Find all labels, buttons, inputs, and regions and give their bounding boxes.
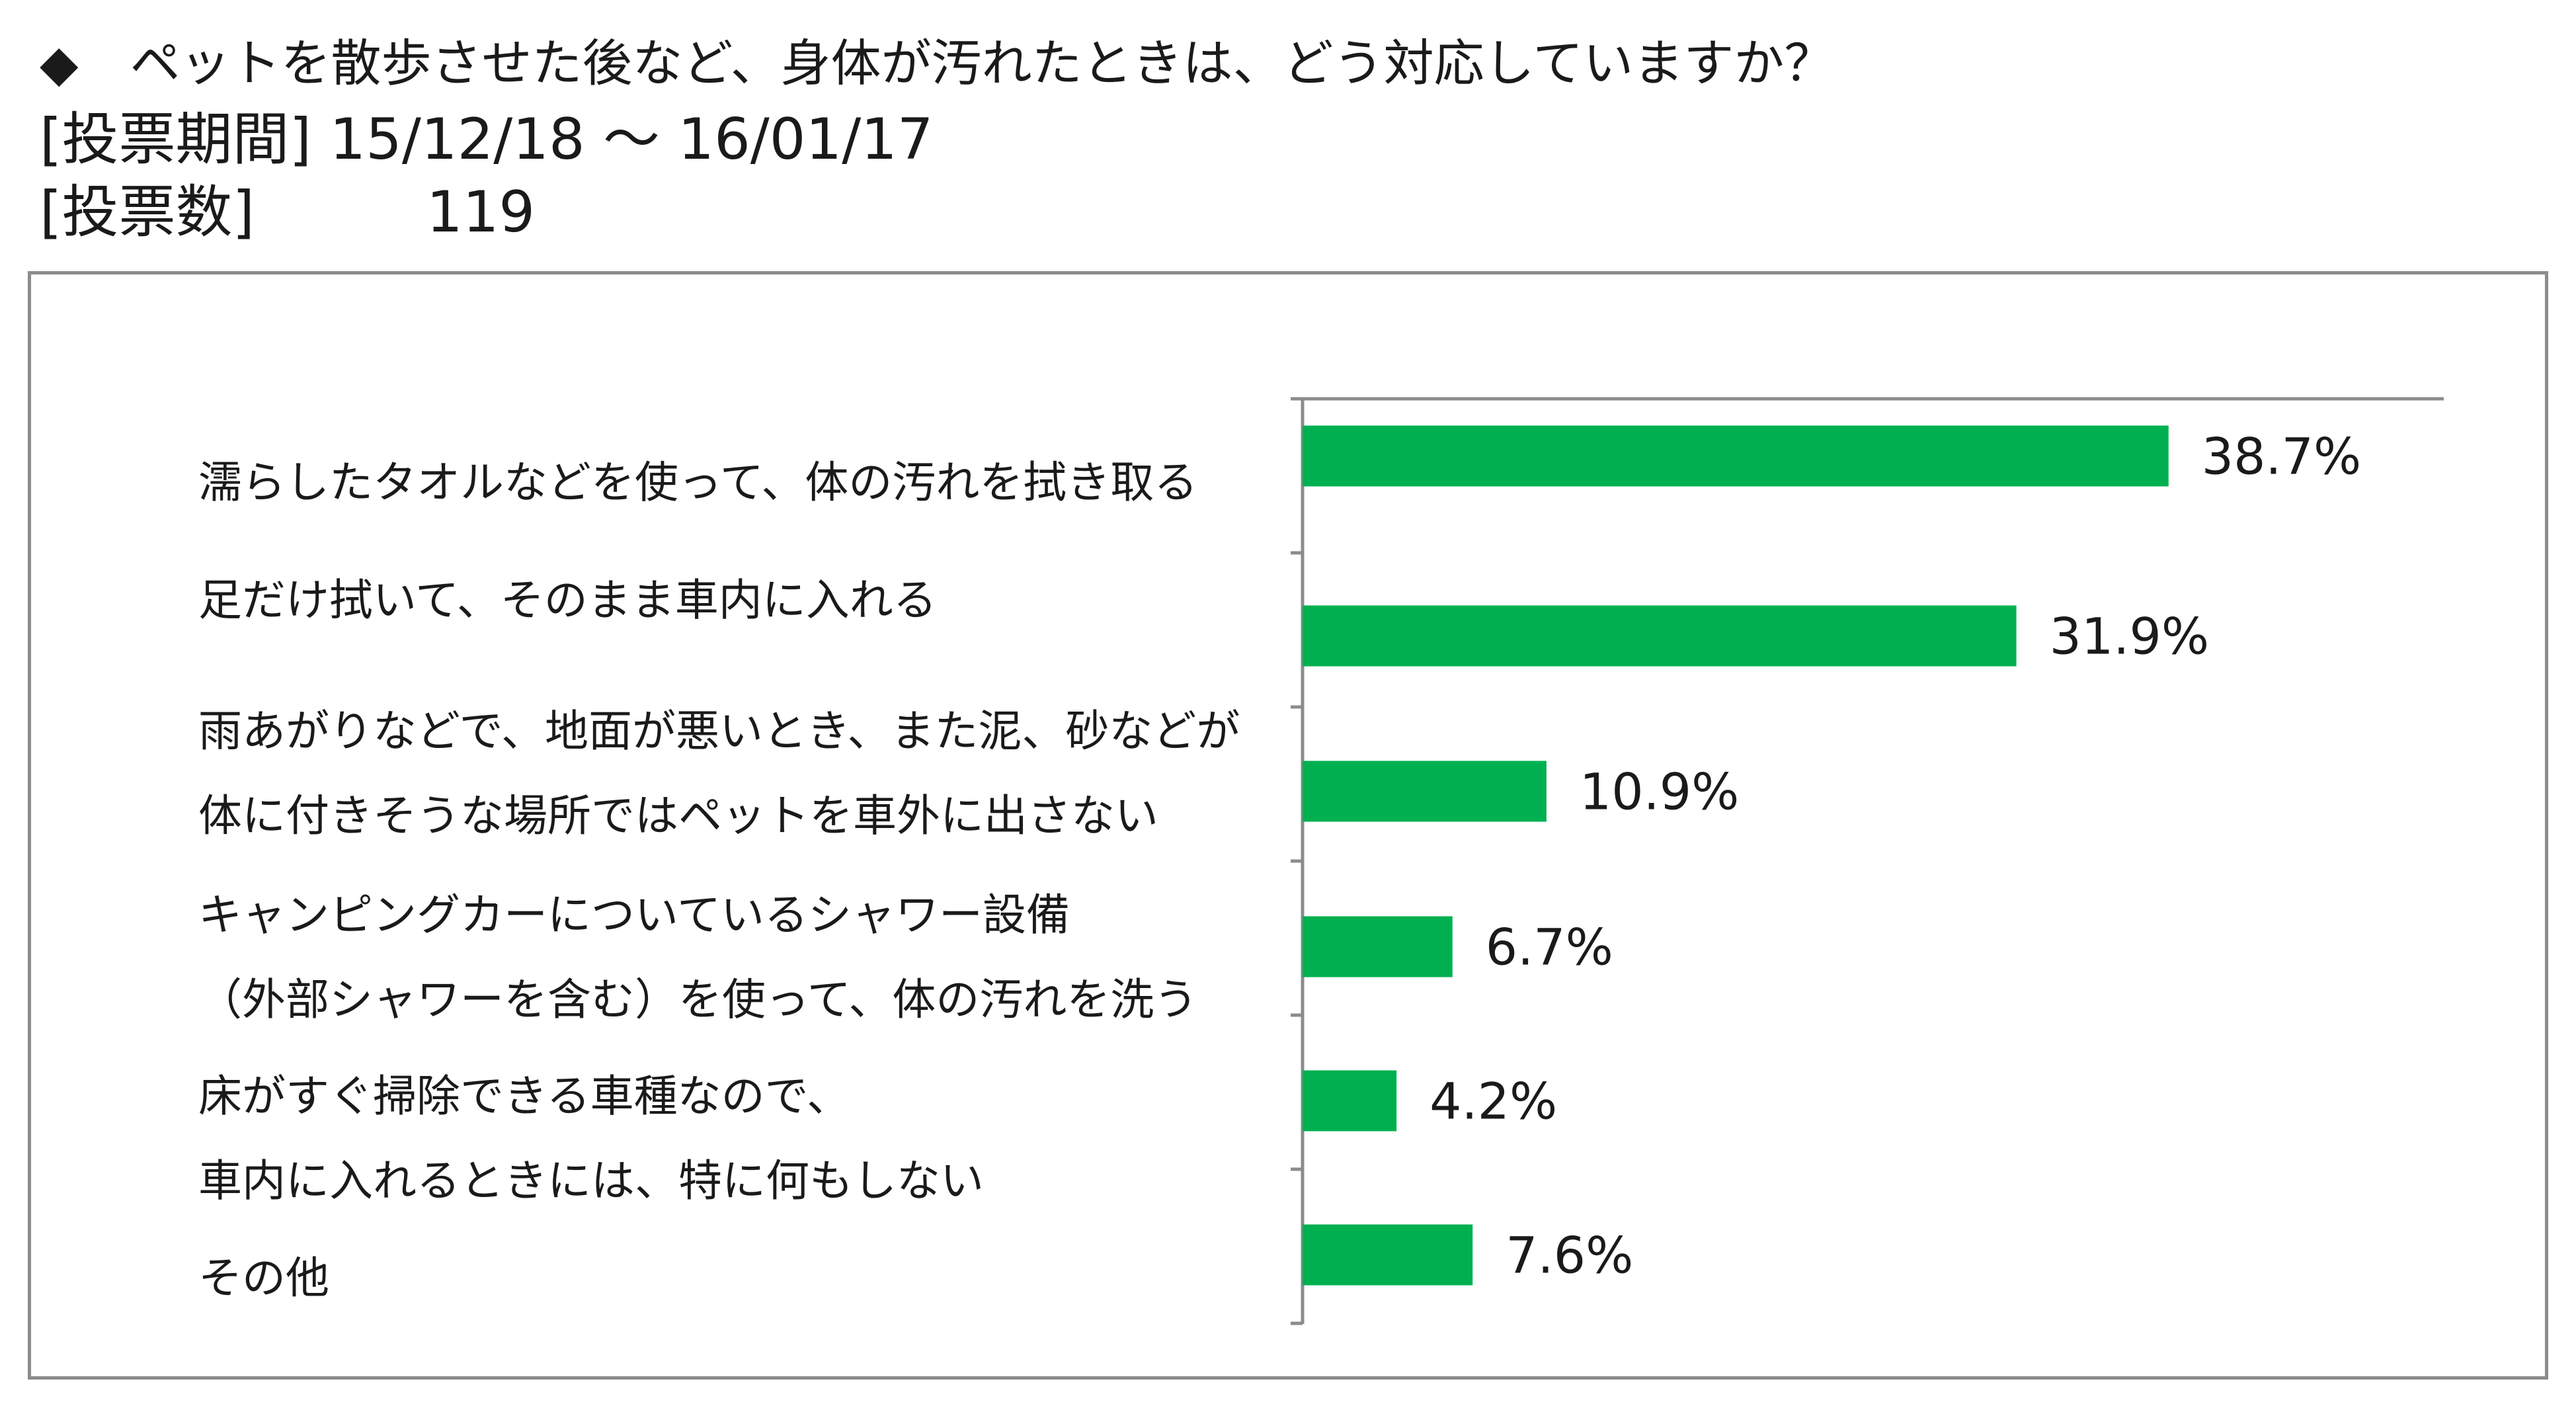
vote-count: [投票数] 119	[40, 184, 535, 241]
category-label: 濡らしたタオルなどを使って、体の汚れを拭き取る	[198, 440, 1197, 525]
question-title: ◆ ペットを散歩させた後など、身体が汚れたときは、どう対応していますか？	[40, 38, 1834, 89]
category-label-line: 足だけ拭いて、そのまま車内に入れる	[198, 575, 937, 626]
category-label-line: 雨あがりなどで、地面が悪いとき、また泥、砂などが	[198, 706, 1240, 757]
category-label: 床がすぐ掃除できる車種なので、車内に入れるときには、特に何もしない	[198, 1054, 984, 1223]
chart-frame	[28, 271, 2548, 1380]
category-label-line: その他	[198, 1253, 329, 1303]
category-label: 雨あがりなどで、地面が悪いとき、また泥、砂などが 体に付きそうな場所ではペットを車…	[198, 689, 1240, 858]
category-label-line: 体に付きそうな場所ではペットを車外に出さない	[198, 790, 1158, 841]
data-label: 6.7%	[1486, 918, 1613, 977]
category-label-line: 濡らしたタオルなどを使って、体の汚れを拭き取る	[198, 457, 1198, 508]
bar	[1303, 605, 2017, 667]
category-label-line: 車内に入れるときには、特に何もしない	[198, 1155, 984, 1206]
period-label: [投票期間]	[40, 106, 312, 173]
bar	[1303, 1224, 1473, 1286]
data-labels-group: 38.7% 31.9% 10.9% 6.7% 4.2% 7.6%	[1429, 427, 2361, 1285]
voting-period: [投票期間] 15/12/18 ～ 16/01/17	[40, 111, 934, 168]
diamond-bullet-icon: ◆	[40, 34, 79, 93]
category-label-line: キャンピングカーについているシャワー設備	[198, 889, 1070, 940]
bar	[1303, 916, 1453, 977]
category-label: 足だけ拭いて、そのまま車内に入れる	[198, 558, 937, 643]
bar	[1303, 1070, 1397, 1132]
data-label: 38.7%	[2202, 427, 2361, 486]
votes-value: 119	[426, 179, 536, 245]
bars-group	[1303, 425, 2169, 1286]
bar	[1303, 761, 1547, 822]
data-label: 7.6%	[1506, 1226, 1633, 1285]
category-label: その他	[198, 1236, 329, 1321]
question-text: ペットを散歩させた後など、身体が汚れたときは、どう対応していますか？	[130, 34, 1835, 93]
period-value: 15/12/18 ～ 16/01/17	[329, 106, 934, 173]
data-label: 31.9%	[2050, 607, 2209, 666]
votes-label: [投票数]	[40, 179, 255, 245]
category-label-line: （外部シャワーを含む）を使って、体の汚れを洗う	[198, 974, 1198, 1025]
data-label: 10.9%	[1580, 763, 1739, 821]
axis-ticks	[1291, 397, 1303, 1325]
bar	[1303, 425, 2169, 487]
category-label: キャンピングカーについているシャワー設備 （外部シャワーを含む）を使って、体の汚れ…	[198, 873, 1197, 1042]
category-label-line: 床がすぐ掃除できる車種なので、	[198, 1071, 851, 1122]
data-label: 4.2%	[1429, 1072, 1557, 1131]
